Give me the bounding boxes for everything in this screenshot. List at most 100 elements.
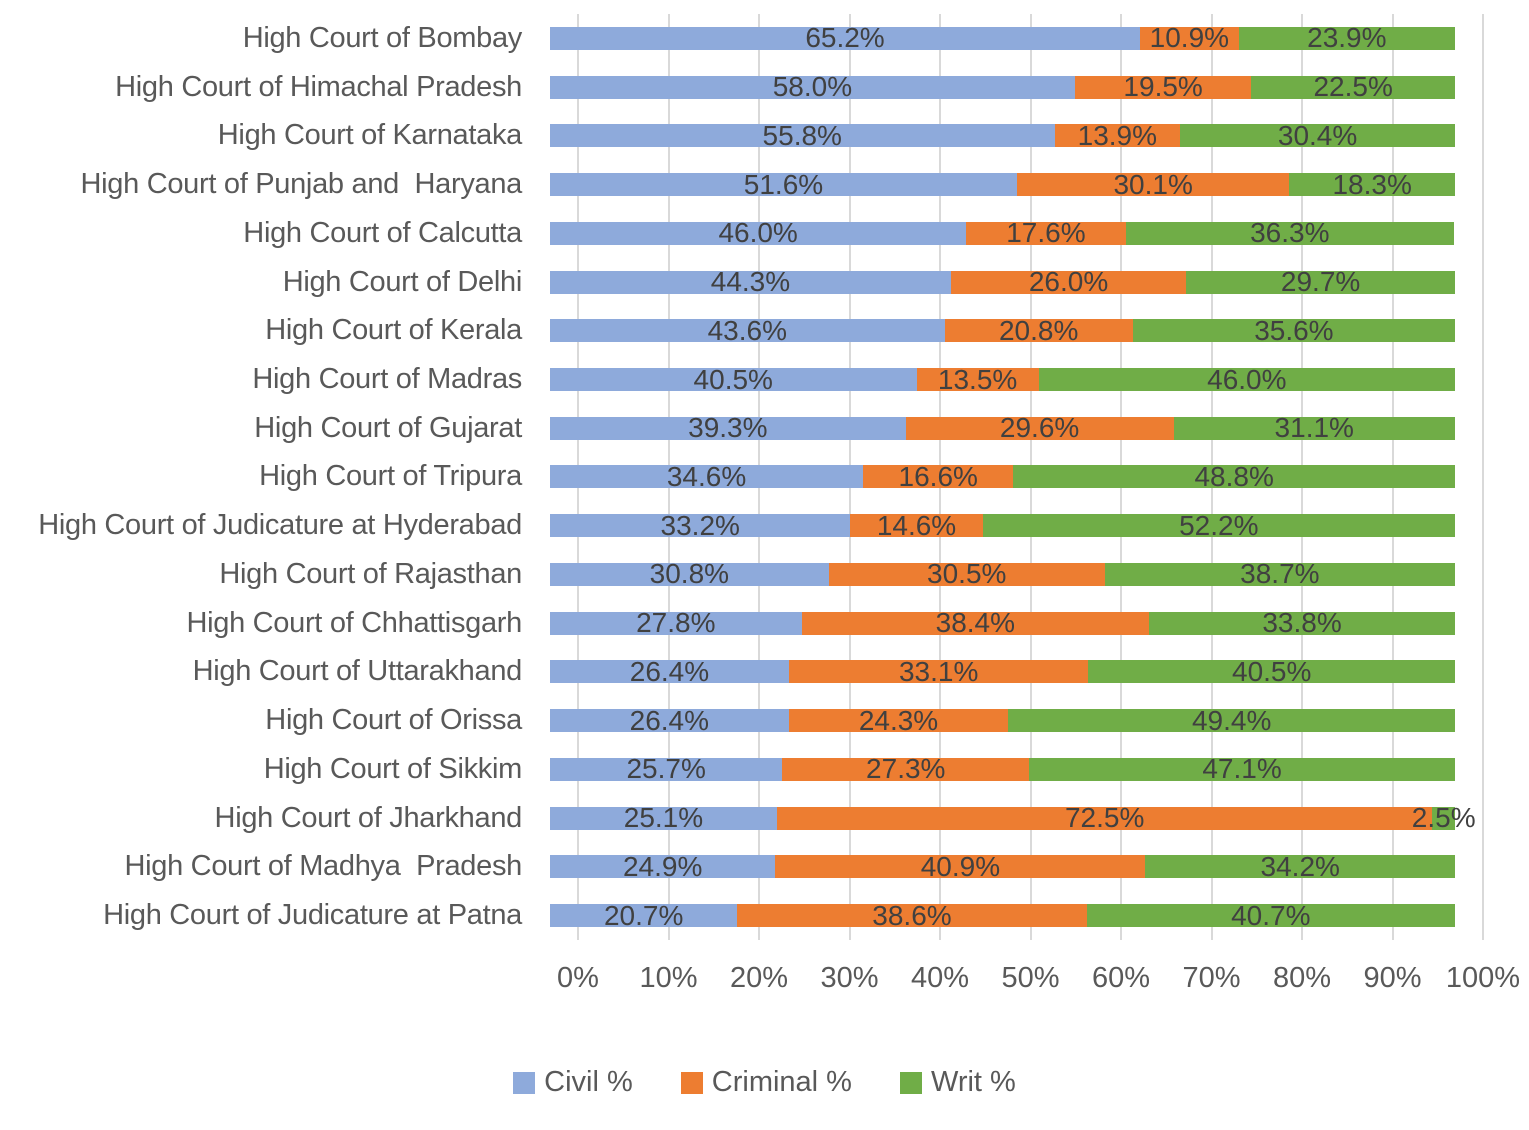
writ-segment[interactable]: 52.2% — [982, 509, 1455, 541]
civil-segment[interactable]: 24.9% — [550, 852, 776, 880]
criminal-segment[interactable]: 30.5% — [828, 560, 1105, 588]
stacked-bar: 39.3% 29.6% 31.1% — [550, 414, 1455, 442]
writ-segment[interactable]: 47.1% — [1029, 755, 1455, 783]
writ-segment[interactable]: 35.6% — [1132, 316, 1455, 344]
segment-value-label: 26.4% — [629, 655, 710, 687]
civil-segment[interactable]: 55.8% — [550, 121, 1055, 149]
legend: Civil % Criminal % Writ % — [0, 1066, 1529, 1099]
civil-segment[interactable]: 33.2% — [550, 511, 851, 539]
legend-item[interactable]: Criminal % — [680, 1066, 852, 1099]
criminal-segment[interactable]: 19.5% — [1074, 71, 1252, 103]
writ-segment[interactable]: 40.5% — [1088, 657, 1455, 685]
category-label: High Court of Gujarat — [254, 411, 522, 444]
legend-swatch-icon — [899, 1071, 922, 1094]
criminal-segment[interactable]: 13.5% — [916, 363, 1039, 395]
x-axis-tick-label: 0% — [557, 962, 599, 994]
x-axis-tick-label: 40% — [910, 962, 970, 994]
writ-segment[interactable]: 18.3% — [1289, 170, 1455, 198]
civil-segment[interactable]: 27.8% — [550, 609, 802, 637]
criminal-segment[interactable]: 38.6% — [737, 901, 1087, 929]
stacked-bar: 26.4% 33.1% 40.5% — [550, 655, 1455, 687]
civil-segment[interactable]: 65.2% — [550, 24, 1141, 52]
criminal-segment[interactable]: 33.1% — [788, 657, 1089, 685]
segment-value-label: 51.6% — [743, 168, 824, 200]
stacked-bar: 27.8% 38.4% 33.8% — [550, 609, 1455, 637]
category-label: High Court of Delhi — [282, 265, 523, 298]
criminal-segment[interactable]: 26.0% — [950, 268, 1187, 296]
writ-segment[interactable]: 48.8% — [1013, 460, 1455, 492]
writ-segment[interactable]: 36.3% — [1125, 219, 1455, 247]
segment-value-label: 52.2% — [1179, 509, 1259, 541]
civil-segment[interactable]: 39.3% — [550, 414, 906, 442]
segment-value-label: 13.5% — [937, 363, 1018, 395]
legend-item[interactable]: Writ % — [899, 1066, 1016, 1099]
writ-segment[interactable]: 31.1% — [1173, 414, 1455, 442]
criminal-segment[interactable]: 72.5% — [776, 804, 1433, 832]
writ-segment[interactable]: 30.4% — [1180, 119, 1455, 151]
segment-value-label: 25.1% — [623, 802, 704, 834]
stacked-bar: 40.5% 13.5% 46.0% — [550, 363, 1455, 395]
criminal-segment[interactable]: 14.6% — [850, 511, 983, 539]
category-label: High Court of Himachal Pradesh — [115, 70, 522, 103]
criminal-segment[interactable]: 27.3% — [782, 755, 1030, 783]
criminal-segment[interactable]: 20.8% — [944, 314, 1133, 346]
civil-segment[interactable]: 51.6% — [550, 168, 1017, 200]
writ-segment[interactable]: 40.7% — [1086, 899, 1455, 931]
segment-value-label: 19.5% — [1123, 71, 1203, 103]
civil-segment[interactable]: 25.1% — [550, 802, 777, 834]
segment-value-label: 46.0% — [718, 217, 798, 249]
stacked-bar: 34.6% 16.6% 48.8% — [550, 460, 1455, 492]
criminal-segment[interactable]: 38.4% — [801, 609, 1150, 637]
segment-value-label: 30.4% — [1277, 119, 1358, 151]
civil-segment[interactable]: 34.6% — [550, 462, 864, 490]
segment-value-label: 16.6% — [898, 460, 978, 492]
table-row: High Court of Kerala 43.6% 20.8% 35.6% — [0, 306, 1529, 355]
x-axis-tick-label: 90% — [1363, 962, 1422, 994]
x-axis-tick-label: 20% — [729, 962, 789, 994]
civil-segment[interactable]: 40.5% — [550, 365, 917, 393]
legend-item[interactable]: Civil % — [513, 1066, 633, 1099]
category-label: High Court of Kerala — [265, 314, 522, 347]
writ-segment[interactable]: 22.5% — [1251, 73, 1455, 101]
criminal-segment[interactable]: 40.9% — [775, 852, 1146, 880]
table-row: High Court of Rajasthan 30.8% 30.5% 38.7% — [0, 550, 1529, 599]
civil-segment[interactable]: 26.4% — [550, 655, 789, 687]
criminal-segment[interactable]: 13.9% — [1054, 121, 1181, 149]
writ-segment[interactable]: 33.8% — [1149, 609, 1455, 637]
stacked-bar: 20.7% 38.6% 40.7% — [550, 899, 1455, 931]
legend-label: Writ % — [930, 1066, 1016, 1098]
table-row: High Court of Calcutta 46.0% 17.6% 36.3% — [0, 209, 1529, 258]
segment-value-label: 40.7% — [1231, 899, 1311, 931]
civil-segment[interactable]: 30.8% — [550, 560, 829, 588]
criminal-segment[interactable]: 30.1% — [1016, 170, 1290, 198]
writ-segment[interactable]: 34.2% — [1145, 852, 1455, 880]
criminal-segment[interactable]: 24.3% — [788, 706, 1009, 734]
segment-value-label: 48.8% — [1194, 460, 1274, 492]
civil-segment[interactable]: 25.7% — [550, 755, 783, 783]
criminal-segment[interactable]: 29.6% — [905, 414, 1174, 442]
category-label: High Court of Sikkim — [263, 752, 523, 785]
segment-value-label: 20.8% — [998, 314, 1079, 346]
writ-segment[interactable]: 23.9% — [1238, 22, 1455, 54]
writ-segment[interactable]: 38.7% — [1104, 560, 1455, 588]
category-label: High Court of Karnataka — [217, 119, 523, 152]
criminal-segment[interactable]: 17.6% — [966, 219, 1126, 247]
criminal-segment[interactable]: 10.9% — [1140, 24, 1239, 52]
writ-segment[interactable]: 46.0% — [1038, 365, 1455, 393]
category-label: High Court of Tripura — [259, 460, 522, 493]
civil-segment[interactable]: 43.6% — [550, 316, 945, 344]
writ-segment[interactable]: 29.7% — [1186, 268, 1455, 296]
writ-segment[interactable]: 49.4% — [1008, 706, 1455, 734]
writ-segment[interactable]: 2.5% — [1412, 804, 1476, 832]
criminal-segment[interactable]: 16.6% — [863, 460, 1014, 492]
category-label: High Court of Judicature at Hyderabad — [38, 509, 522, 542]
civil-segment[interactable]: 46.0% — [550, 217, 967, 249]
civil-segment[interactable]: 20.7% — [550, 901, 738, 929]
civil-segment[interactable]: 44.3% — [550, 268, 951, 296]
civil-segment[interactable]: 26.4% — [550, 706, 789, 734]
segment-value-label: 23.9% — [1307, 22, 1387, 54]
civil-segment[interactable]: 58.0% — [550, 73, 1075, 101]
category-label: High Court of Orissa — [265, 704, 522, 737]
category-label: High Court of Jharkhand — [214, 801, 523, 834]
x-axis-tick-label: 80% — [1272, 962, 1332, 994]
